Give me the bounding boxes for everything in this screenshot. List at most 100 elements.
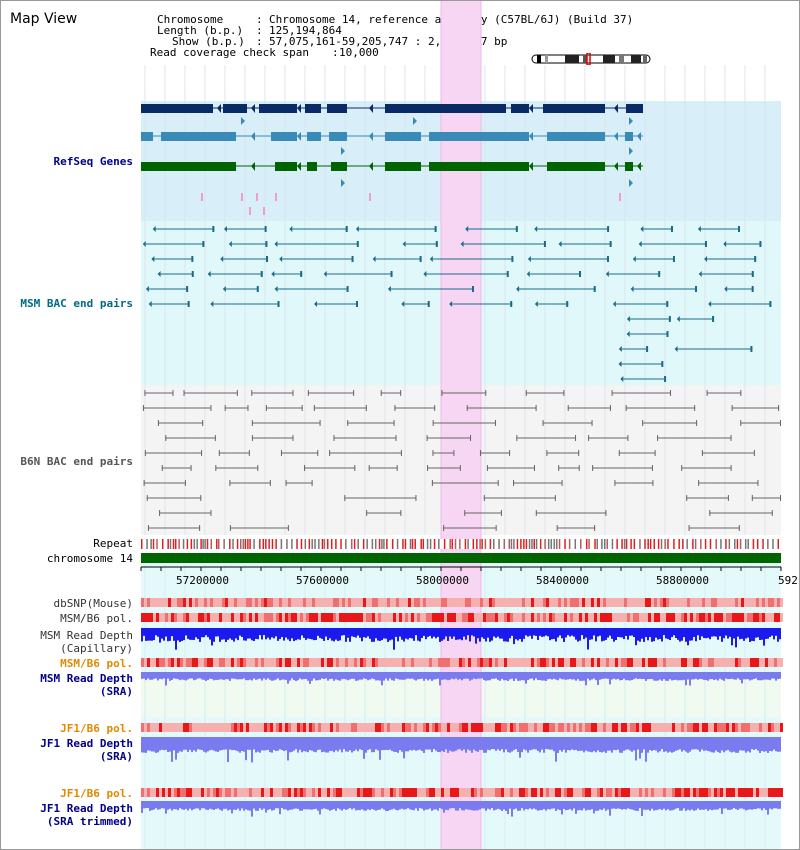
read-depth-column <box>211 737 213 750</box>
polymorphism-cell <box>432 723 435 732</box>
read-depth-column <box>433 737 435 750</box>
read-depth-column <box>407 801 409 809</box>
polymorphism-cell <box>435 658 438 667</box>
read-depth-column <box>443 737 445 752</box>
b6n-bac-pair-end <box>657 435 659 441</box>
read-depth-column <box>315 737 317 753</box>
read-depth-column <box>683 672 685 680</box>
read-depth-column <box>661 737 663 750</box>
read-depth-column <box>157 801 159 810</box>
track-label-b6n-bac[interactable]: B6N BAC end pairs <box>20 455 133 468</box>
read-depth-column <box>627 801 629 809</box>
polymorphism-cell <box>483 598 486 607</box>
polymorphism-cell <box>438 658 441 667</box>
polymorphism-cell <box>405 658 408 667</box>
polymorphism-cell <box>234 598 237 607</box>
read-depth-column <box>335 672 337 680</box>
read-depth-column <box>567 672 569 680</box>
read-depth-column <box>199 801 201 811</box>
track-label-msm-b6-pol-1[interactable]: MSM/B6 pol. <box>60 612 133 625</box>
read-depth-column <box>335 628 337 640</box>
polymorphism-cell <box>438 598 441 607</box>
msm-bac-pair-end <box>754 256 757 262</box>
polymorphism-cell <box>213 613 216 622</box>
track-label-msm-depth-cap-line1[interactable]: MSM Read Depth <box>40 629 133 642</box>
read-depth-column <box>663 737 665 752</box>
track-label-msm-b6-pol-2[interactable]: MSM/B6 pol. <box>60 657 133 670</box>
read-depth-column <box>173 672 175 679</box>
polymorphism-cell <box>213 658 216 667</box>
read-depth-column <box>553 737 555 752</box>
polymorphism-cell <box>465 598 468 607</box>
msm-bac-pair-end <box>759 241 762 247</box>
read-depth-column <box>165 801 167 814</box>
polymorphism-cell <box>447 658 450 667</box>
read-depth-column <box>765 737 767 752</box>
read-depth-column <box>393 801 395 809</box>
read-depth-column <box>261 628 263 640</box>
polymorphism-cell <box>684 788 687 797</box>
track-label-jf1-b6-pol-2[interactable]: JF1/B6 pol. <box>60 787 133 800</box>
polymorphism-cell <box>150 598 153 607</box>
track-label-jf1-depth-trim-line1[interactable]: JF1 Read Depth <box>40 802 133 815</box>
polymorphism-cell <box>510 598 513 607</box>
polymorphism-cell <box>636 788 639 797</box>
track-label-dbsnp[interactable]: dbSNP(Mouse) <box>53 597 133 610</box>
polymorphism-cell <box>228 788 231 797</box>
polymorphism-cell <box>708 723 711 732</box>
read-depth-column <box>541 628 543 637</box>
read-depth-column <box>371 672 373 679</box>
read-depth-column <box>277 672 279 679</box>
polymorphism-cell <box>504 658 507 667</box>
polymorphism-cell <box>378 613 381 622</box>
read-depth-column <box>595 628 597 642</box>
polymorphism-cell <box>270 658 273 667</box>
repeat-mark <box>498 539 500 549</box>
polymorphism-cell <box>180 788 183 797</box>
polymorphism-cell <box>768 658 771 667</box>
b6n-bac-pair-end <box>146 495 148 501</box>
read-depth-column <box>683 801 685 809</box>
read-depth-column <box>605 672 607 679</box>
chromosome-ideogram[interactable] <box>531 53 651 65</box>
polymorphism-cell <box>540 658 543 667</box>
read-depth-column <box>289 672 291 681</box>
read-depth-column <box>709 737 711 752</box>
polymorphism-cell <box>618 788 621 797</box>
read-depth-column <box>543 801 545 810</box>
track-label-jf1-depth-sra-line1[interactable]: JF1 Read Depth <box>40 737 133 750</box>
polymorphism-cell <box>351 658 354 667</box>
polymorphism-cell <box>741 788 744 797</box>
repeat-mark <box>335 539 337 549</box>
track-label-refseq[interactable]: RefSeq Genes <box>53 155 133 168</box>
read-depth-column <box>587 801 589 810</box>
b6n-bac-pair-end <box>709 510 711 516</box>
read-depth-column <box>503 801 505 810</box>
read-depth-column <box>285 737 287 751</box>
read-depth-column <box>323 628 325 641</box>
read-depth-column <box>555 801 557 811</box>
track-label-jf1-b6-pol-1[interactable]: JF1/B6 pol. <box>60 722 133 735</box>
read-depth-column <box>275 737 277 752</box>
read-depth-column <box>773 672 775 679</box>
read-depth-column <box>503 737 505 753</box>
polymorphism-cell <box>585 788 588 797</box>
gene-exon-block <box>327 104 347 113</box>
track-label-msm-depth-sra-line1[interactable]: MSM Read Depth <box>40 672 133 685</box>
polymorphism-cell <box>594 658 597 667</box>
header-span-key: Read coverage check span <box>150 46 309 59</box>
polymorphism-cell <box>636 723 639 732</box>
read-depth-column <box>303 801 305 810</box>
track-label-repeat[interactable]: Repeat <box>93 537 133 550</box>
read-depth-column <box>609 672 611 685</box>
read-depth-column <box>581 672 583 681</box>
polymorphism-cell <box>204 598 207 607</box>
repeat-mark <box>259 539 261 549</box>
polymorphism-cell <box>537 613 540 622</box>
gene-strand-arrow <box>297 104 301 113</box>
msm-bac-pair-end <box>609 241 612 247</box>
read-depth-column <box>595 737 597 753</box>
polymorphism-cell <box>726 723 729 732</box>
track-label-msm-bac[interactable]: MSM BAC end pairs <box>20 297 133 310</box>
